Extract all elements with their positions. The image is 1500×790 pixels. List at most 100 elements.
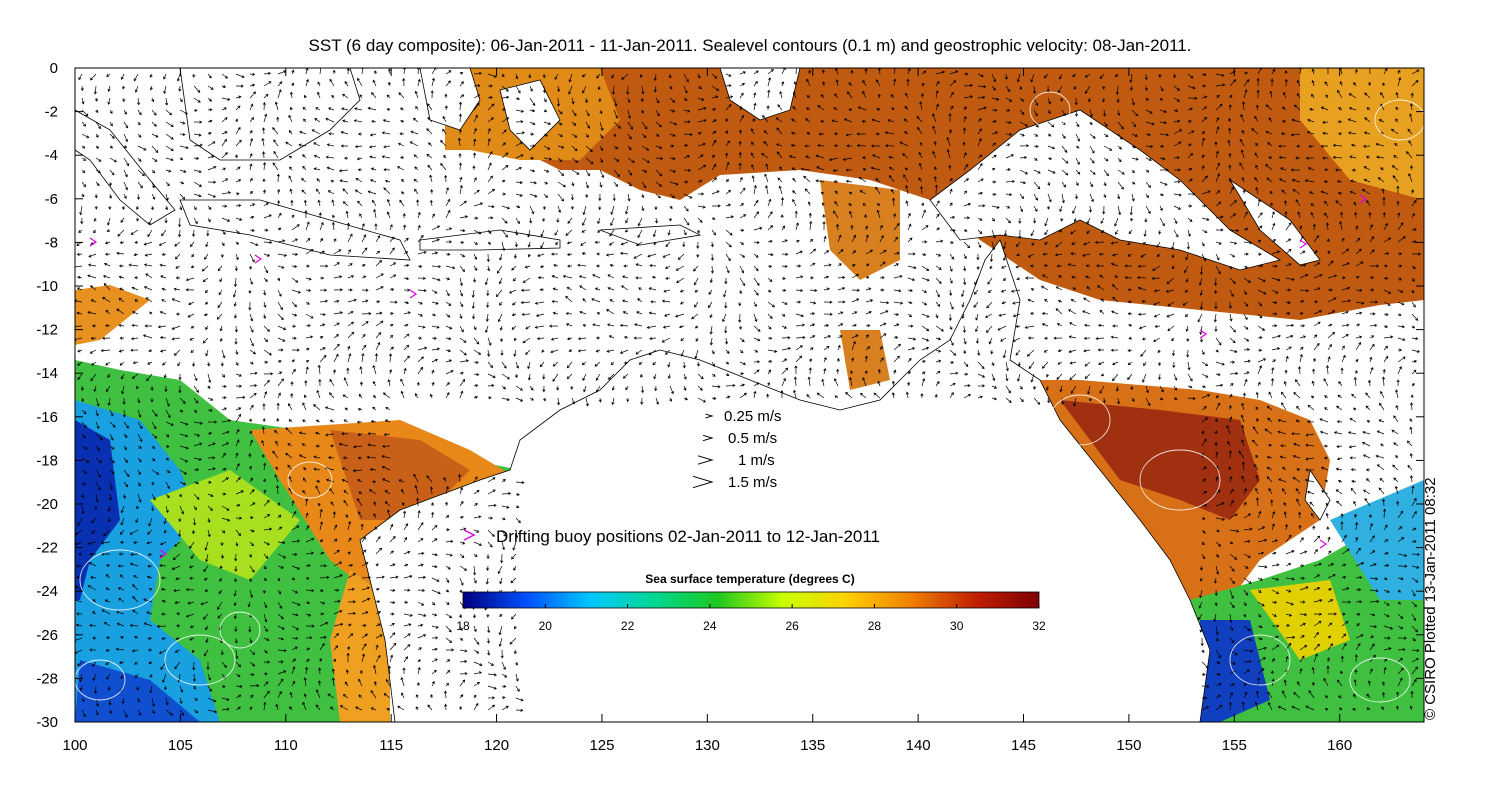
velocity-arrow xyxy=(879,250,887,255)
velocity-arrow xyxy=(319,539,324,543)
velocity-arrow xyxy=(179,121,186,125)
velocity-arrow xyxy=(403,311,411,315)
velocity-arrow xyxy=(440,140,447,147)
velocity-arrow xyxy=(95,121,101,130)
velocity-arrow xyxy=(949,289,953,297)
velocity-arrow xyxy=(887,119,895,123)
velocity-arrow xyxy=(1053,336,1063,340)
velocity-arrow xyxy=(232,289,237,298)
velocity-arrow xyxy=(473,349,482,355)
velocity-arrow xyxy=(403,574,413,579)
velocity-arrow xyxy=(381,131,391,135)
velocity-arrow xyxy=(816,392,825,399)
velocity-arrow xyxy=(634,323,643,327)
velocity-arrow xyxy=(753,325,761,332)
velocity-arrow xyxy=(235,684,243,689)
velocity-arrow xyxy=(354,107,363,111)
velocity-arrow xyxy=(739,203,745,207)
velocity-arrow xyxy=(1283,380,1287,387)
velocity-arrow xyxy=(626,85,630,95)
velocity-arrow xyxy=(277,348,284,352)
velocity-arrow xyxy=(235,253,239,261)
velocity-arrow xyxy=(809,276,814,280)
velocity-arrow xyxy=(581,361,587,366)
velocity-arrow xyxy=(899,141,909,147)
velocity-arrow xyxy=(342,394,349,399)
velocity-arrow xyxy=(570,205,574,210)
velocity-arrow xyxy=(235,452,239,459)
velocity-arrow xyxy=(877,368,882,375)
velocity-arrow xyxy=(375,644,379,651)
velocity-arrow xyxy=(501,241,506,252)
velocity-arrow xyxy=(1128,324,1133,328)
velocity-arrow xyxy=(332,369,337,375)
velocity-arrow xyxy=(431,636,439,640)
velocity-arrow xyxy=(557,145,565,149)
velocity-arrow xyxy=(340,144,349,148)
velocity-arrow xyxy=(1355,311,1363,315)
velocity-arrow xyxy=(1337,479,1343,483)
colorbar-tick-label: 26 xyxy=(785,619,799,633)
velocity-arrow xyxy=(683,109,691,113)
velocity-arrow xyxy=(607,274,615,279)
velocity-arrow xyxy=(808,367,812,375)
velocity-arrow xyxy=(119,661,125,665)
velocity-arrow xyxy=(515,361,520,369)
velocity-arrow xyxy=(383,187,391,195)
velocity-arrow xyxy=(381,465,391,471)
velocity-arrow xyxy=(221,204,228,208)
velocity-arrow xyxy=(117,229,125,237)
velocity-arrow xyxy=(1056,373,1063,380)
velocity-arrow xyxy=(571,133,578,138)
velocity-arrow xyxy=(1393,477,1399,483)
velocity-arrow xyxy=(288,129,293,135)
velocity-arrow xyxy=(357,77,363,87)
velocity-arrow xyxy=(221,349,226,359)
velocity-arrow xyxy=(389,523,394,531)
velocity-arrow xyxy=(118,275,125,279)
velocity-arrow xyxy=(823,263,832,267)
velocity-arrow xyxy=(661,299,671,303)
velocity-arrow xyxy=(515,229,519,236)
velocity-arrow xyxy=(1392,464,1399,471)
velocity-arrow xyxy=(173,349,181,356)
velocity-arrow xyxy=(190,265,195,269)
velocity-arrow xyxy=(375,260,383,267)
velocity-arrow xyxy=(389,550,394,555)
velocity-arrow xyxy=(235,503,241,507)
velocity-arrow xyxy=(262,418,266,423)
velocity-arrow xyxy=(739,372,745,376)
velocity-arrow xyxy=(403,588,411,592)
velocity-arrow xyxy=(808,212,812,219)
velocity-arrow xyxy=(93,229,97,234)
velocity-arrow xyxy=(162,673,167,683)
velocity-arrow xyxy=(319,68,323,75)
velocity-arrow xyxy=(263,672,268,676)
velocity-arrow xyxy=(315,419,321,423)
velocity-arrow xyxy=(834,395,839,399)
velocity-arrow xyxy=(751,141,755,147)
velocity-arrow xyxy=(341,432,349,436)
velocity-arrow xyxy=(77,349,83,353)
velocity-arrow xyxy=(262,161,267,171)
velocity-arrow xyxy=(277,526,283,531)
velocity-arrow xyxy=(697,179,703,183)
velocity-arrow xyxy=(80,85,84,92)
velocity-arrow xyxy=(137,481,141,487)
velocity-arrow xyxy=(582,205,587,216)
velocity-arrow xyxy=(179,457,189,463)
velocity-arrow xyxy=(353,119,363,123)
velocity-arrow xyxy=(204,541,209,551)
velocity-arrow xyxy=(289,188,293,195)
velocity-arrow xyxy=(148,349,153,353)
velocity-arrow xyxy=(120,73,125,80)
velocity-arrow xyxy=(277,565,285,569)
velocity-arrow xyxy=(1111,310,1119,315)
velocity-arrow xyxy=(487,685,497,690)
velocity-arrow xyxy=(164,385,168,393)
velocity-arrow xyxy=(473,625,477,633)
velocity-arrow xyxy=(1268,391,1273,399)
velocity-arrow xyxy=(358,678,363,687)
velocity-arrow xyxy=(767,381,771,387)
velocity-arrow xyxy=(822,221,826,231)
